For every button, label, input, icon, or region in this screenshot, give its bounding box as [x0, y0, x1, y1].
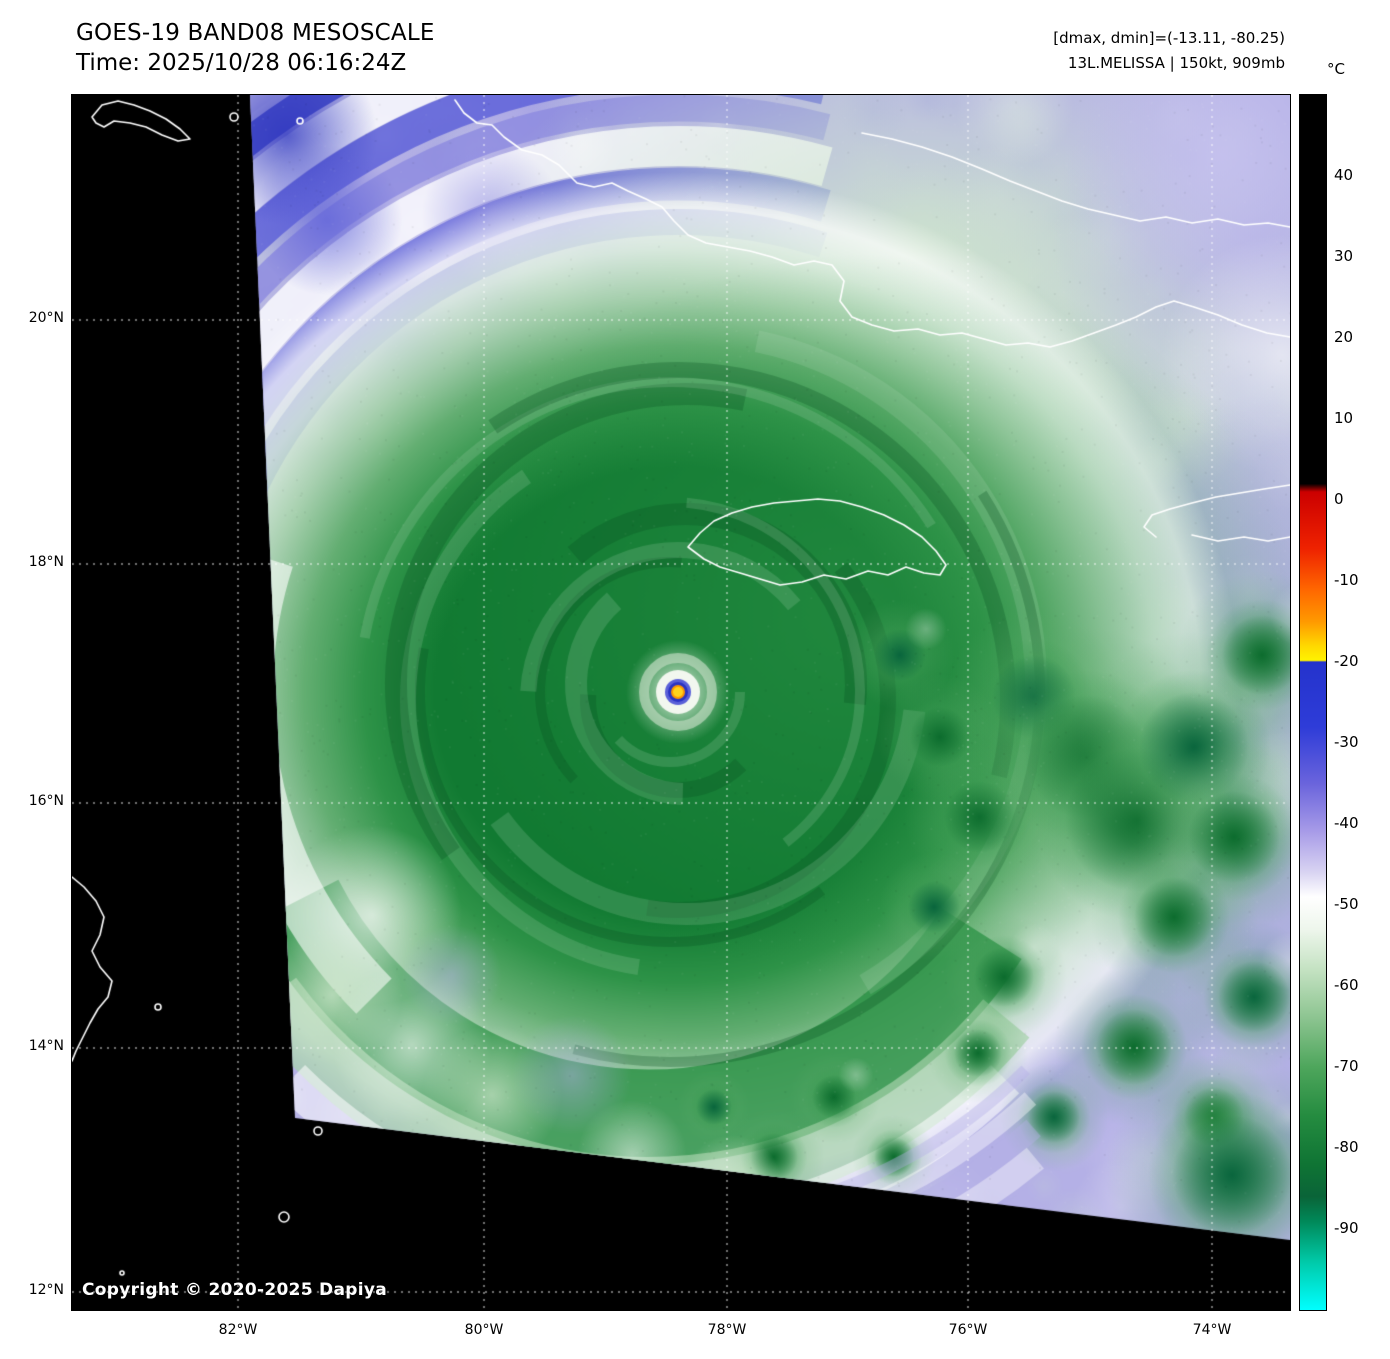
colorbar-tick-label: 10 — [1334, 409, 1354, 427]
lon-tick-label: 78°W — [707, 1322, 747, 1338]
colorbar-tick-label: -90 — [1334, 1219, 1359, 1237]
lat-tick-label: 18°N — [28, 554, 64, 570]
colorbar-tick-label: -80 — [1334, 1138, 1359, 1156]
product-title: GOES-19 BAND08 MESOSCALE — [76, 20, 435, 46]
colorbar-tick-label: -20 — [1334, 652, 1359, 670]
colorbar-tick-label: -50 — [1334, 895, 1359, 913]
copyright-text: Copyright © 2020-2025 Dapiya — [82, 1280, 387, 1300]
header-right: [dmax, dmin]=(-13.11, -80.25) 13L.MELISS… — [1053, 26, 1285, 76]
dmax-dmin-info: [dmax, dmin]=(-13.11, -80.25) — [1053, 29, 1285, 47]
colorbar-tick-label: -40 — [1334, 814, 1359, 832]
colorbar-tick-label: -60 — [1334, 976, 1359, 994]
colorbar-tick-label: -10 — [1334, 571, 1359, 589]
lon-tick-label: 74°W — [1192, 1322, 1232, 1338]
map-plot: Copyright © 2020-2025 Dapiya — [71, 94, 1291, 1311]
colorbar-tick-label: -30 — [1334, 733, 1359, 751]
product-time: Time: 2025/10/28 06:16:24Z — [76, 50, 407, 76]
colorbar-tick-label: 20 — [1334, 328, 1354, 346]
colorbar — [1299, 94, 1327, 1311]
colorbar-tick-label: 30 — [1334, 247, 1354, 265]
lon-tick-label: 76°W — [948, 1322, 988, 1338]
storm-info: 13L.MELISSA | 150kt, 909mb — [1067, 54, 1285, 72]
lat-tick-label: 12°N — [28, 1282, 64, 1298]
lat-tick-label: 16°N — [28, 793, 64, 809]
colorbar-unit-label: °C — [1327, 60, 1345, 78]
lat-tick-label: 14°N — [28, 1038, 64, 1054]
colorbar-tick-label: -70 — [1334, 1057, 1359, 1075]
colorbar-tick-label: 0 — [1334, 490, 1344, 508]
satellite-image — [72, 95, 1290, 1310]
lat-tick-label: 20°N — [28, 310, 64, 326]
lon-tick-label: 82°W — [218, 1322, 258, 1338]
colorbar-tick-label: 40 — [1334, 166, 1354, 184]
lon-tick-label: 80°W — [464, 1322, 504, 1338]
